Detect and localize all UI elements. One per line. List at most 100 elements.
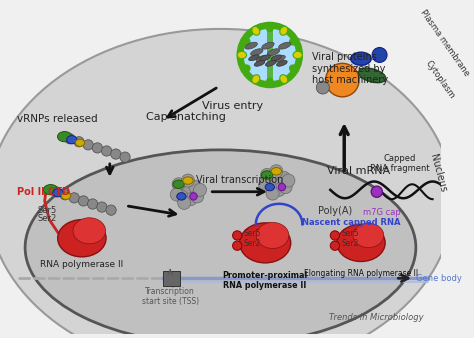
Circle shape — [83, 140, 93, 150]
Text: m7G cap: m7G cap — [363, 209, 401, 217]
Ellipse shape — [260, 55, 271, 61]
Text: Ser2: Ser2 — [244, 239, 261, 248]
Circle shape — [263, 180, 276, 194]
Bar — [267, 25, 273, 85]
Circle shape — [101, 146, 112, 156]
Text: Ser2: Ser2 — [37, 214, 56, 223]
Ellipse shape — [62, 192, 71, 199]
Bar — [163, 271, 180, 286]
Ellipse shape — [183, 177, 193, 184]
Circle shape — [273, 183, 286, 196]
Circle shape — [240, 25, 300, 85]
Circle shape — [261, 168, 273, 182]
Ellipse shape — [358, 68, 386, 83]
Circle shape — [97, 202, 107, 212]
Circle shape — [69, 193, 79, 203]
Circle shape — [78, 196, 89, 206]
Text: Elongating RNA polymerase II: Elongating RNA polymerase II — [304, 269, 418, 278]
Ellipse shape — [75, 139, 85, 146]
Text: Ser5: Ser5 — [341, 229, 359, 238]
Ellipse shape — [249, 55, 259, 61]
Circle shape — [178, 196, 191, 210]
Circle shape — [51, 187, 61, 197]
Text: Viral transcription: Viral transcription — [196, 175, 284, 185]
Circle shape — [60, 190, 70, 200]
Ellipse shape — [44, 185, 58, 195]
Ellipse shape — [265, 61, 276, 66]
Text: Poly(A): Poly(A) — [318, 206, 352, 216]
Text: Promoter-proximal
RNA polymerase II: Promoter-proximal RNA polymerase II — [222, 271, 308, 290]
Ellipse shape — [73, 218, 106, 244]
Ellipse shape — [279, 42, 291, 49]
Circle shape — [172, 178, 185, 191]
Circle shape — [88, 199, 98, 209]
Ellipse shape — [273, 55, 285, 62]
Circle shape — [189, 180, 202, 194]
Ellipse shape — [266, 78, 273, 88]
Text: vRNPs released: vRNPs released — [17, 114, 97, 124]
Circle shape — [268, 176, 281, 189]
Circle shape — [330, 241, 339, 250]
Ellipse shape — [266, 22, 273, 32]
Circle shape — [106, 205, 116, 215]
Ellipse shape — [351, 52, 371, 65]
Text: Ser5: Ser5 — [244, 229, 261, 238]
Ellipse shape — [337, 224, 385, 262]
Circle shape — [316, 81, 329, 94]
Text: Cytoplasm: Cytoplasm — [423, 59, 456, 101]
Circle shape — [182, 174, 194, 187]
Ellipse shape — [173, 180, 184, 189]
Text: Ser2: Ser2 — [341, 239, 359, 248]
Ellipse shape — [254, 61, 265, 66]
Circle shape — [278, 183, 286, 191]
Circle shape — [111, 149, 121, 159]
Circle shape — [233, 241, 242, 250]
Text: Gene body: Gene body — [416, 274, 462, 283]
Ellipse shape — [251, 49, 263, 56]
Text: Virus entry: Virus entry — [202, 101, 263, 112]
Ellipse shape — [237, 51, 246, 59]
Circle shape — [190, 193, 197, 200]
Circle shape — [92, 143, 102, 153]
Text: Plasma membrane: Plasma membrane — [419, 8, 471, 78]
Circle shape — [282, 174, 295, 187]
Circle shape — [191, 190, 204, 203]
Text: Trends in Microbiology: Trends in Microbiology — [328, 313, 423, 322]
Ellipse shape — [25, 150, 416, 338]
Ellipse shape — [290, 37, 299, 45]
Circle shape — [259, 179, 272, 192]
Ellipse shape — [245, 42, 257, 49]
Ellipse shape — [67, 136, 77, 144]
Ellipse shape — [265, 183, 274, 191]
Circle shape — [74, 137, 84, 147]
Ellipse shape — [262, 171, 273, 179]
Text: Capped
RNA fragment: Capped RNA fragment — [370, 154, 430, 173]
Ellipse shape — [57, 131, 72, 142]
Text: Pol II CTD: Pol II CTD — [17, 187, 70, 197]
Circle shape — [371, 186, 383, 197]
Ellipse shape — [241, 65, 250, 73]
Ellipse shape — [290, 65, 299, 73]
Circle shape — [64, 134, 75, 144]
Circle shape — [184, 193, 197, 206]
Ellipse shape — [280, 26, 288, 35]
Circle shape — [270, 165, 283, 178]
Circle shape — [193, 183, 207, 196]
Ellipse shape — [256, 222, 289, 248]
Circle shape — [326, 63, 359, 97]
Text: Viral proteins
synthesized by
host machinery: Viral proteins synthesized by host machi… — [312, 52, 388, 86]
Text: Nucleus: Nucleus — [428, 153, 448, 193]
Ellipse shape — [353, 223, 384, 247]
Text: Transcription
start site (TSS): Transcription start site (TSS) — [142, 287, 199, 306]
Ellipse shape — [277, 61, 287, 66]
Circle shape — [279, 180, 292, 194]
Ellipse shape — [177, 193, 186, 200]
Circle shape — [175, 190, 188, 203]
Circle shape — [170, 188, 183, 201]
Ellipse shape — [0, 29, 453, 338]
Ellipse shape — [280, 75, 288, 83]
Ellipse shape — [241, 37, 250, 45]
Ellipse shape — [239, 223, 291, 263]
Ellipse shape — [271, 168, 282, 175]
Circle shape — [120, 152, 130, 162]
